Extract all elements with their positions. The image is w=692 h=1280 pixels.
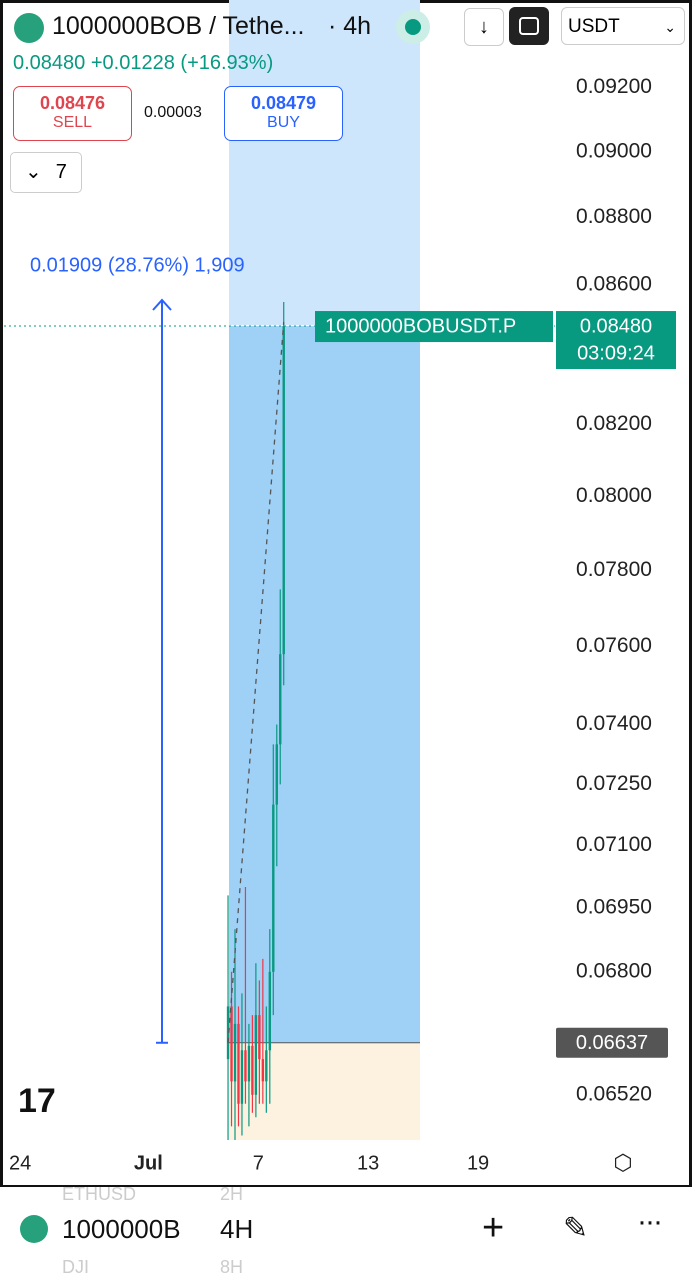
- status-dot: [396, 10, 430, 44]
- candle-body: [282, 326, 285, 655]
- coin-icon: [20, 1215, 48, 1243]
- candle-body: [230, 1006, 233, 1082]
- x-tick-label: 19: [467, 1152, 489, 1174]
- settings-icon: ⬡: [613, 1150, 632, 1175]
- y-tick-label: 0.07600: [576, 634, 652, 657]
- y-tick-label: 0.08000: [576, 484, 652, 507]
- draw-button[interactable]: ✎: [563, 1212, 589, 1245]
- target-zone-upper: [229, 0, 420, 325]
- candle-body: [279, 654, 282, 745]
- measure-arrow-head: [152, 298, 172, 311]
- sell-button[interactable]: 0.08476 SELL: [13, 86, 132, 141]
- x-tick-label: 13: [357, 1152, 379, 1174]
- countdown: 03:09:24: [577, 342, 655, 364]
- candle-body: [240, 1050, 244, 1104]
- y-tick-label: 0.08600: [576, 272, 652, 295]
- fullscreen-button[interactable]: [509, 7, 549, 45]
- bottom-bar: ETHUSD 2H 1000000B 4H DJI 8H + ✎ ···: [0, 1184, 692, 1280]
- candle-body: [226, 1006, 230, 1060]
- faded-interval: 2H: [220, 1184, 244, 1204]
- y-tick-label: 0.07250: [576, 772, 652, 795]
- y-tick-label: 0.08800: [576, 205, 652, 228]
- candle-body: [254, 1015, 258, 1095]
- currency-select[interactable]: USDT ⌄: [561, 7, 685, 45]
- candle-body: [261, 1059, 265, 1082]
- buy-label: BUY: [267, 114, 300, 131]
- chart: 0.09200 0.09000 0.08800 0.08600 0.08200 0.080…: [0, 0, 692, 1188]
- change-pct: (+16.93%): [180, 52, 274, 74]
- symbol-label: 1000000BOBUSDT.P: [325, 315, 516, 337]
- faded-symbol: DJI: [62, 1257, 89, 1277]
- buy-price: 0.08479: [250, 93, 317, 113]
- more-button[interactable]: ···: [637, 1205, 663, 1238]
- measure-label: 0.01909 (28.76%) 1,909: [30, 254, 245, 276]
- y-tick-label: 0.07100: [576, 833, 652, 856]
- x-tick-label: 24: [9, 1152, 31, 1174]
- candle-body: [258, 1015, 261, 1060]
- candle-body: [251, 1045, 254, 1095]
- buy-button[interactable]: 0.08479 BUY: [224, 86, 343, 141]
- x-tick-label: 7: [253, 1152, 264, 1174]
- candle-body: [275, 744, 278, 805]
- currency: USDT: [568, 16, 620, 37]
- symbol[interactable]: 1000000BOB / Tethe...: [52, 12, 305, 40]
- y-tick-label: 0.06950: [576, 896, 652, 919]
- download-button[interactable]: ↓: [464, 8, 504, 46]
- y-tick-label: 0.06520: [576, 1082, 652, 1105]
- candle-body: [247, 1045, 251, 1082]
- indicators-count: 7: [55, 161, 67, 183]
- candle-body: [265, 1050, 268, 1082]
- x-tick-label: Jul: [134, 1152, 163, 1174]
- candle-body: [244, 1050, 247, 1082]
- candle-body: [268, 971, 272, 1051]
- bottom-symbol[interactable]: 1000000B: [62, 1214, 181, 1244]
- bottom-interval[interactable]: 4H: [220, 1214, 254, 1244]
- change: +0.01228: [90, 52, 175, 74]
- y-tick-label: 0.07400: [576, 712, 652, 735]
- sell-label: SELL: [52, 114, 93, 131]
- stop-zone: [229, 1042, 420, 1140]
- indicators-toggle[interactable]: ⌄ 7: [10, 152, 82, 193]
- candle-body: [237, 1023, 240, 1104]
- candle-body: [272, 804, 275, 972]
- y-tick-label: 0.07800: [576, 558, 652, 581]
- last-price: 0.08480: [13, 52, 86, 74]
- tv-logo: 17: [18, 1082, 56, 1120]
- y-tick-label: 0.08200: [576, 412, 652, 435]
- faded-interval: 8H: [220, 1257, 244, 1277]
- measure-diagonal: [227, 321, 285, 1043]
- faded-symbol: ETHUSD: [62, 1184, 137, 1204]
- y-tick-label: 0.06800: [576, 959, 652, 982]
- spread: 0.00003: [144, 104, 202, 121]
- coin-icon: [14, 13, 44, 43]
- entry-label-bg: [556, 1027, 668, 1058]
- interval[interactable]: · 4h: [328, 12, 372, 40]
- sell-price: 0.08476: [39, 93, 106, 113]
- entry-label: 0.06637: [576, 1032, 648, 1054]
- symbol-label-bg: [315, 311, 553, 343]
- target-zone: [229, 326, 420, 1043]
- y-tick-label: 0.09000: [576, 140, 652, 163]
- quote-line: 0.08480 +0.01228 (+16.93%): [13, 52, 273, 75]
- price-label-bg: [556, 311, 676, 370]
- add-button[interactable]: +: [482, 1207, 505, 1249]
- candle-body: [233, 1023, 237, 1082]
- last-price-label: 0.08480: [580, 315, 652, 337]
- y-tick-label: 0.09200: [576, 75, 652, 98]
